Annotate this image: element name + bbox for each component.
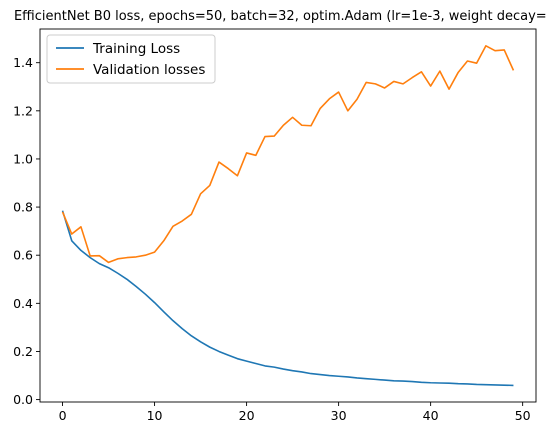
y-tick-label: 0.4 bbox=[13, 296, 33, 311]
series-line-1 bbox=[61, 210, 514, 387]
x-tick-label: 20 bbox=[239, 408, 255, 423]
y-axis-ticks: 0.0 0.2 0.4 0.6 0.8 1.0 1.2 1.4 bbox=[13, 55, 40, 407]
y-tick-label: 0.2 bbox=[13, 344, 33, 359]
x-axis-ticks: 0 10 20 30 40 50 bbox=[59, 402, 531, 423]
y-tick-label: 0.0 bbox=[13, 392, 33, 407]
x-tick-label: 40 bbox=[423, 408, 439, 423]
y-tick-label: 0.8 bbox=[13, 200, 33, 215]
chart-title: EfficientNet B0 loss, epochs=50, batch=3… bbox=[14, 9, 547, 24]
plot-lines bbox=[61, 45, 515, 387]
y-tick-label: 1.4 bbox=[13, 55, 33, 70]
x-tick-label: 0 bbox=[59, 408, 67, 423]
plot-frame bbox=[39, 28, 537, 403]
legend-box bbox=[46, 34, 216, 84]
y-tick-label: 0.6 bbox=[13, 248, 33, 263]
x-tick-label: 10 bbox=[147, 408, 163, 423]
series-line-2 bbox=[61, 45, 515, 264]
y-tick-label: 1.2 bbox=[13, 103, 33, 118]
legend-label-1: Training Loss bbox=[92, 41, 180, 57]
legend-label-2: Validation losses bbox=[93, 62, 205, 78]
legend: Training Loss Validation losses bbox=[46, 34, 216, 84]
y-tick-label: 1.0 bbox=[13, 151, 33, 166]
x-tick-label: 50 bbox=[515, 408, 531, 423]
x-tick-label: 30 bbox=[331, 408, 347, 423]
